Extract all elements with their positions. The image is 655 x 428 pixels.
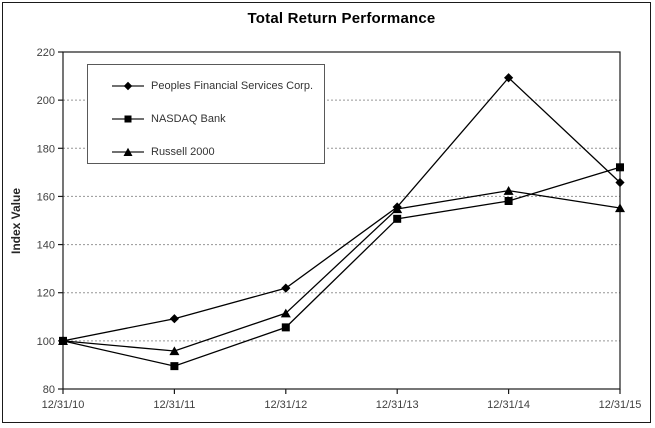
series-line-1 bbox=[62, 166, 621, 367]
series-line-0 bbox=[62, 76, 621, 342]
legend-label: Russell 2000 bbox=[151, 146, 215, 158]
triangle-data-point-marker bbox=[169, 346, 180, 356]
triangle-data-point-marker bbox=[280, 308, 291, 318]
triangle-data-point-marker bbox=[503, 186, 514, 195]
x-tick-label: 12/31/15 bbox=[599, 399, 642, 411]
x-tick-label: 12/31/13 bbox=[376, 399, 419, 411]
x-tick-label: 12/31/10 bbox=[42, 399, 85, 411]
legend-label: Peoples Financial Services Corp. bbox=[151, 80, 314, 92]
triangle-data-point-marker bbox=[58, 336, 68, 346]
square-data-point-marker bbox=[281, 323, 290, 332]
y-tick-label: 180 bbox=[37, 143, 55, 155]
diamond-data-point-marker bbox=[281, 283, 291, 293]
legend-entry-peoples: Peoples Financial Services Corp. bbox=[112, 75, 324, 97]
square-data-point-marker bbox=[170, 362, 179, 371]
y-tick-label: 140 bbox=[37, 240, 55, 252]
y-tick-label: 200 bbox=[37, 95, 55, 107]
x-tick-label: 12/31/11 bbox=[153, 399, 195, 411]
x-tick-label: 12/31/12 bbox=[264, 399, 307, 411]
square-marker-icon bbox=[112, 115, 144, 123]
square-data-point-marker bbox=[504, 197, 513, 206]
diamond-marker-icon bbox=[112, 81, 144, 91]
diamond-data-point-marker bbox=[169, 314, 179, 324]
triangle-marker-icon bbox=[112, 147, 144, 156]
y-tick-label: 80 bbox=[43, 384, 55, 396]
y-tick-label: 120 bbox=[37, 288, 55, 300]
legend-entry-nasdaq-bank: NASDAQ Bank bbox=[112, 108, 324, 130]
y-tick-label: 100 bbox=[37, 336, 55, 348]
diamond-data-point-marker bbox=[615, 177, 625, 188]
x-tick-label: 12/31/14 bbox=[487, 399, 530, 411]
triangle-data-point-marker bbox=[392, 204, 403, 214]
y-tick-label: 160 bbox=[37, 191, 55, 203]
chart-title: Total Return Performance bbox=[247, 10, 436, 27]
triangle-data-point-marker bbox=[615, 203, 625, 213]
plot-border bbox=[62, 51, 621, 390]
legend-entry-russell-2000: Russell 2000 bbox=[112, 141, 324, 163]
diamond-data-point-marker bbox=[504, 73, 514, 83]
square-data-point-marker bbox=[393, 214, 402, 223]
y-tick-label: 220 bbox=[37, 47, 55, 59]
square-data-point-marker bbox=[616, 163, 624, 172]
legend-label: NASDAQ Bank bbox=[151, 113, 226, 125]
legend: Peoples Financial Services Corp. NASDAQ … bbox=[87, 64, 325, 164]
series-line-2 bbox=[62, 189, 621, 352]
